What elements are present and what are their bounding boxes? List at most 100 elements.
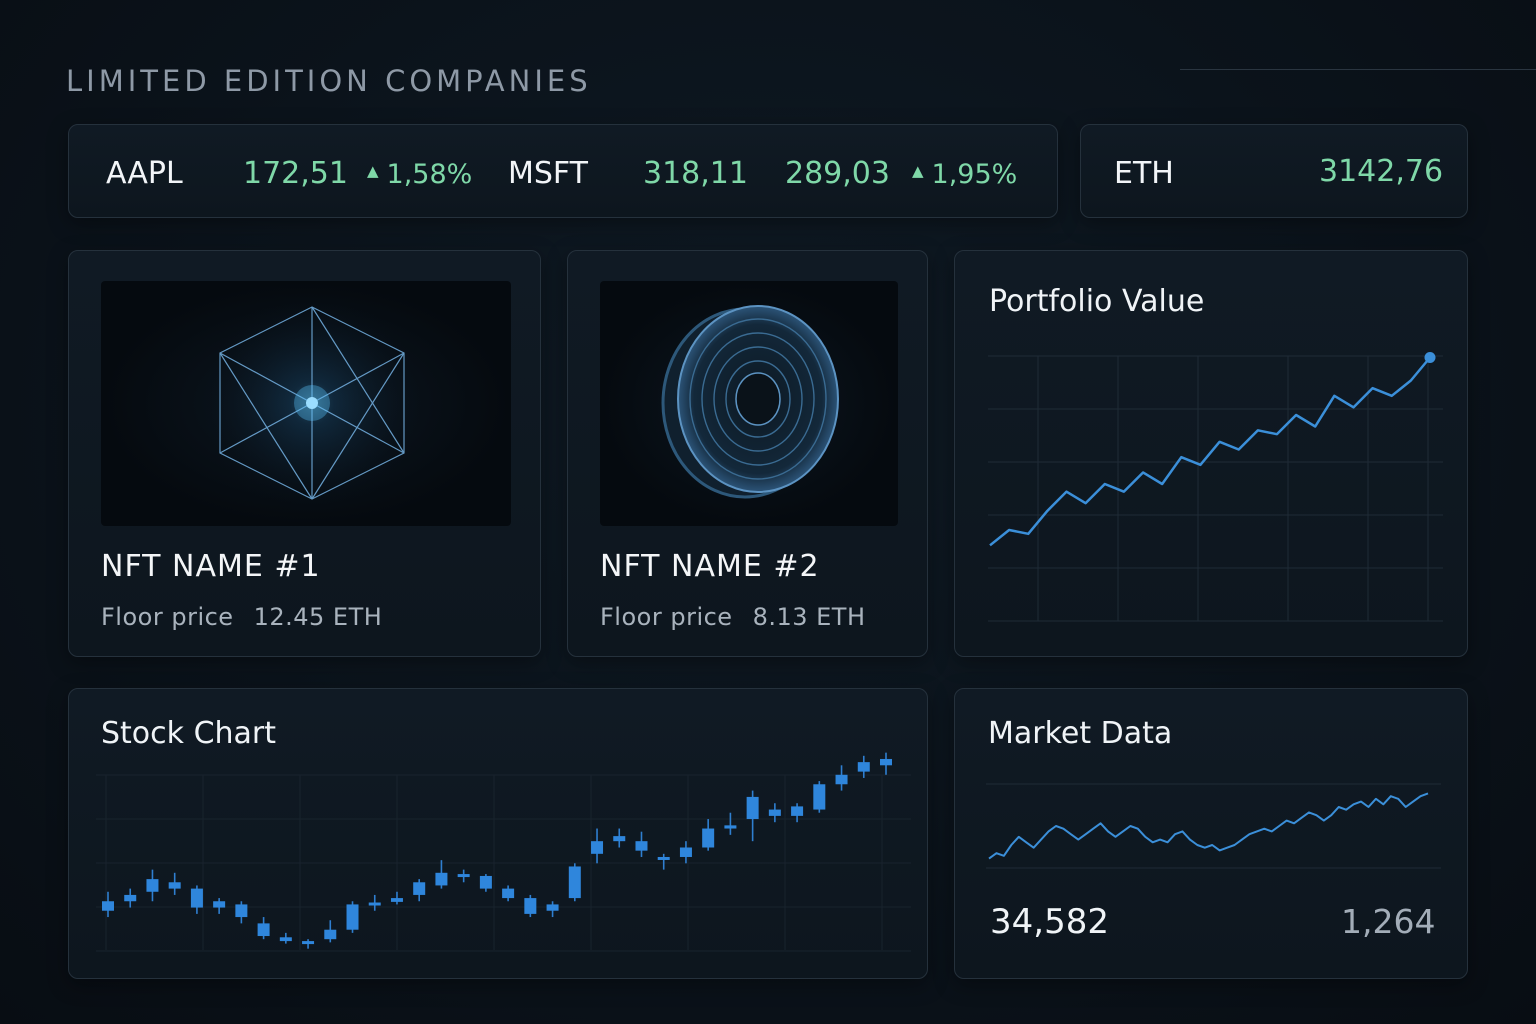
candle-body xyxy=(857,762,870,772)
candle xyxy=(724,812,737,835)
nft-image-coin xyxy=(600,281,898,526)
candle-body xyxy=(124,894,137,902)
nft-name: NFT NAME #2 xyxy=(600,549,820,584)
candle xyxy=(346,901,359,933)
nft-image-hexagon xyxy=(101,281,511,526)
hexagon-crystal-icon xyxy=(202,293,422,513)
candle xyxy=(657,853,670,870)
portfolio-series-line xyxy=(989,356,1431,547)
market-line-chart[interactable] xyxy=(986,770,1446,880)
eth-price-card[interactable] xyxy=(1080,124,1468,218)
candle-body xyxy=(190,888,203,908)
candle xyxy=(213,898,226,914)
nft-floor-price: Floor price 12.45 ETH xyxy=(101,603,382,631)
candle-body xyxy=(435,872,448,886)
candle-body xyxy=(279,937,292,942)
candle xyxy=(279,932,292,944)
ticker-price-msft: 318,11 xyxy=(643,156,748,191)
candle-body xyxy=(479,875,492,889)
candle-body xyxy=(702,828,715,848)
market-value-secondary: 1,264 xyxy=(1341,902,1436,941)
candle xyxy=(413,879,426,902)
ticker-change-aapl: ▲ 1,58% xyxy=(367,156,472,191)
candle-body xyxy=(613,836,626,842)
candle xyxy=(435,860,448,889)
nft-name: NFT NAME #1 xyxy=(101,549,321,584)
title-divider xyxy=(1180,69,1536,70)
market-data-title: Market Data xyxy=(988,716,1173,751)
coin-icon xyxy=(661,305,839,499)
candle xyxy=(591,828,604,864)
market-data-card xyxy=(954,688,1468,979)
candle xyxy=(746,790,759,842)
nft-card-2[interactable]: NFT NAME #2 Floor price 8.13 ETH xyxy=(567,250,928,657)
candle-body xyxy=(346,904,359,930)
arrow-up-icon: ▲ xyxy=(912,161,924,180)
candle xyxy=(257,917,270,940)
candle-body xyxy=(591,841,604,854)
ticker-strip xyxy=(68,124,1058,218)
candle xyxy=(102,891,114,918)
candle-body xyxy=(546,904,559,911)
candle-body xyxy=(880,758,892,766)
portfolio-title: Portfolio Value xyxy=(989,284,1205,319)
candle xyxy=(457,869,470,883)
ticker-price-msft-2: 289,03 xyxy=(785,156,890,191)
floor-label: Floor price xyxy=(101,603,234,631)
candle-body xyxy=(835,774,848,785)
candle xyxy=(324,920,337,943)
candle xyxy=(546,901,559,918)
eth-symbol: ETH xyxy=(1114,156,1174,191)
candle-body xyxy=(324,929,337,940)
candle-body xyxy=(724,825,737,829)
candle-body xyxy=(746,796,759,820)
stock-chart-title: Stock Chart xyxy=(101,716,277,751)
candle-body xyxy=(102,901,114,911)
candle-body xyxy=(457,874,470,878)
candle-body xyxy=(568,866,581,899)
candle xyxy=(702,819,715,851)
candle-body xyxy=(168,882,181,889)
candle-body xyxy=(524,898,537,914)
candle-body xyxy=(302,941,315,945)
candle xyxy=(835,765,848,791)
floor-value: 12.45 ETH xyxy=(253,603,383,631)
candlestick-chart[interactable] xyxy=(96,730,911,965)
ticker-symbol-aapl[interactable]: AAPL xyxy=(106,156,183,191)
candle xyxy=(813,781,826,813)
candle-body xyxy=(257,923,270,937)
candle-body xyxy=(235,904,248,918)
ticker-change-value: 1,58% xyxy=(386,159,473,190)
market-value-primary: 34,582 xyxy=(990,902,1109,942)
candle xyxy=(124,888,137,908)
eth-price: 3142,76 xyxy=(1319,154,1444,189)
candle xyxy=(679,841,692,864)
candle xyxy=(635,831,648,857)
candle-body xyxy=(390,898,403,902)
ticker-change-value: 1,95% xyxy=(931,159,1018,190)
candle xyxy=(880,752,892,775)
candle xyxy=(302,939,315,949)
candle-body xyxy=(791,806,804,816)
candle xyxy=(791,803,804,823)
nft-card-1[interactable]: NFT NAME #1 Floor price 12.45 ETH xyxy=(68,250,541,657)
candle-body xyxy=(502,888,515,899)
ticker-price-aapl: 172,51 xyxy=(243,156,348,191)
floor-value: 8.13 ETH xyxy=(752,603,866,631)
candle-body xyxy=(213,901,226,908)
page-title: LIMITED EDITION COMPANIES xyxy=(66,64,592,98)
portfolio-line-chart[interactable] xyxy=(988,336,1448,626)
candle xyxy=(857,755,870,778)
candle xyxy=(168,872,181,895)
candle xyxy=(479,874,492,892)
candle xyxy=(768,803,781,823)
candle-body xyxy=(368,902,381,906)
arrow-up-icon: ▲ xyxy=(367,161,379,180)
ticker-symbol-msft[interactable]: MSFT xyxy=(508,156,588,191)
candle-body xyxy=(657,856,670,860)
market-series-line xyxy=(988,792,1429,860)
portfolio-last-point xyxy=(1424,352,1436,363)
floor-label: Floor price xyxy=(600,603,733,631)
candle-body xyxy=(146,879,159,892)
candle-body xyxy=(679,847,692,857)
